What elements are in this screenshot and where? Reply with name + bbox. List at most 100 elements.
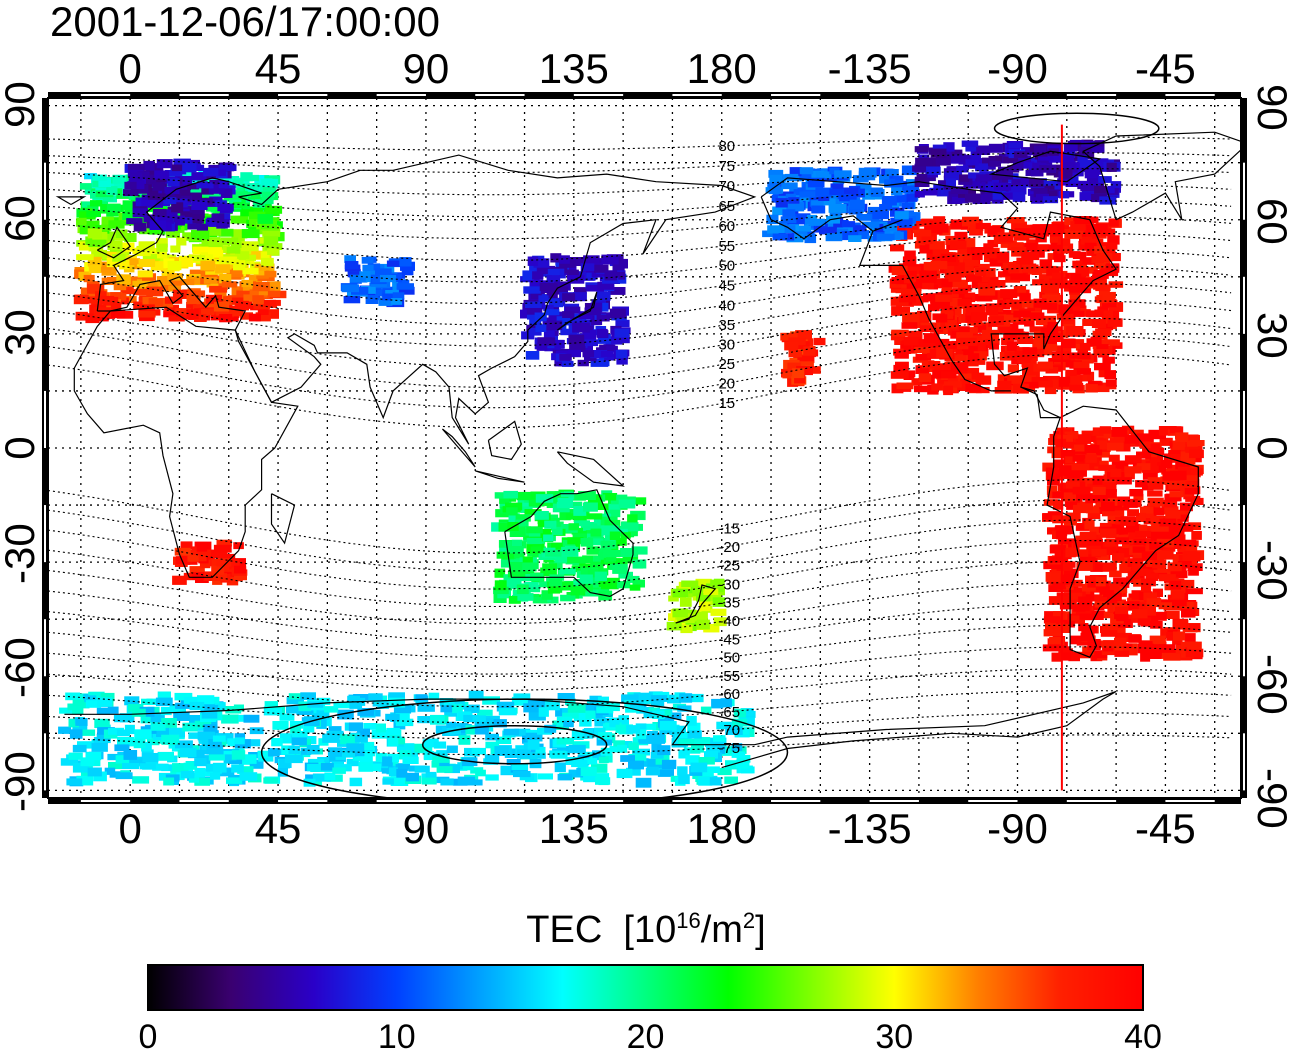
tec-pixel xyxy=(957,245,972,255)
tec-pixel xyxy=(894,337,905,345)
tec-pixel xyxy=(983,193,1002,202)
tec-pixel xyxy=(1063,142,1078,152)
tec-pixel xyxy=(997,299,1010,310)
tec-pixel xyxy=(985,184,1002,193)
tec-pixel xyxy=(440,778,454,786)
tec-pixel xyxy=(1071,444,1085,452)
tec-pixel xyxy=(807,177,825,188)
tec-pixel xyxy=(582,350,595,358)
tec-pixel xyxy=(539,581,554,588)
tec-pixel xyxy=(1007,364,1019,373)
tec-pixel xyxy=(678,774,690,785)
tec-pixel xyxy=(1078,146,1092,156)
tec-pixel xyxy=(1065,369,1077,377)
contour-label: 60 xyxy=(718,218,735,235)
tec-pixel xyxy=(1024,242,1038,252)
tec-pixel xyxy=(1043,629,1062,637)
tec-pixel xyxy=(620,755,635,762)
tec-pixel xyxy=(703,588,719,595)
tec-pixel xyxy=(950,149,963,159)
tec-pixel xyxy=(186,295,201,305)
tec-pixel xyxy=(583,775,596,783)
tec-pixel xyxy=(108,220,125,229)
tec-pixel xyxy=(1036,193,1049,203)
tec-pixel xyxy=(498,708,517,716)
tec-pixel xyxy=(1084,141,1096,151)
tec-pixel xyxy=(1080,236,1092,245)
tec-pixel xyxy=(1030,168,1044,177)
tec-pixel xyxy=(687,730,702,739)
tec-pixel xyxy=(609,308,626,319)
tec-pixel xyxy=(85,313,100,324)
tec-pixel xyxy=(119,259,130,270)
tec-pixel xyxy=(1065,547,1076,558)
tec-pixel xyxy=(123,189,139,197)
tec-pixel xyxy=(81,201,97,208)
coastline xyxy=(760,177,1199,658)
tec-pixel xyxy=(913,228,932,238)
tec-pixel xyxy=(87,284,105,294)
tec-pixel xyxy=(1101,298,1117,308)
tec-pixel xyxy=(529,317,542,326)
tec-pixel xyxy=(511,539,523,547)
tec-pixel xyxy=(965,306,983,316)
tec-pixel xyxy=(1103,482,1117,490)
tec-pixel xyxy=(569,342,586,353)
tec-pixel xyxy=(1076,639,1089,646)
contour-line xyxy=(48,266,1232,326)
tec-pixel xyxy=(1158,574,1176,582)
tec-pixel xyxy=(254,263,270,271)
tec-pixel xyxy=(1189,468,1203,476)
tec-pixel xyxy=(524,301,542,308)
tec-pixel xyxy=(189,775,199,783)
tec-pixel xyxy=(1080,185,1095,192)
tec-pixel xyxy=(986,361,1004,371)
tec-pixel xyxy=(941,278,954,288)
tec-pixel xyxy=(906,193,918,202)
tec-pixel xyxy=(1021,251,1040,261)
tec-pixel xyxy=(529,711,540,719)
tec-pixel xyxy=(1140,652,1151,662)
lon-tick-bottom: 180 xyxy=(686,805,757,852)
tec-pixel xyxy=(129,261,143,270)
tec-pixel xyxy=(1156,550,1174,560)
tec-pixel xyxy=(1165,493,1182,502)
tec-pixel xyxy=(912,299,924,306)
lon-tick-bottom: 135 xyxy=(538,805,609,852)
tec-pixel xyxy=(1039,315,1056,326)
tec-pixel xyxy=(93,307,111,318)
contour-labels: 8075706560555045403530252015-15-20-25-30… xyxy=(718,138,740,757)
tec-pixel xyxy=(1112,553,1125,561)
tec-pixel xyxy=(565,513,584,520)
tec-pixel xyxy=(522,270,534,280)
tec-pixel xyxy=(131,708,146,717)
tec-pixel xyxy=(1045,296,1063,305)
tec-pixel xyxy=(560,594,576,602)
tec-pixel xyxy=(341,284,359,293)
tec-pixel xyxy=(685,755,700,765)
tec-pixel xyxy=(1176,451,1190,461)
tec-pixel xyxy=(813,337,826,346)
tec-pixel xyxy=(321,716,332,727)
tec-pixel xyxy=(199,560,211,569)
tec-pixel xyxy=(352,754,367,761)
tec-pixel xyxy=(127,163,145,170)
tec-pixel xyxy=(596,707,614,714)
tec-pixel xyxy=(1136,451,1152,459)
contour-label: -50 xyxy=(718,650,740,667)
tec-pixel xyxy=(1021,300,1039,308)
tec-pixel xyxy=(1087,641,1101,651)
contour-line xyxy=(48,581,1232,642)
tec-pixel xyxy=(945,178,956,187)
tec-pixel xyxy=(538,528,552,536)
tec-pixel xyxy=(1139,441,1151,449)
lon-tick-top: -135 xyxy=(827,45,912,92)
coastline xyxy=(475,470,525,483)
tec-pixel xyxy=(1011,179,1024,187)
tec-pixel xyxy=(973,344,986,353)
tec-pixel xyxy=(837,224,853,233)
tec-pixel xyxy=(651,742,662,753)
tec-pixel xyxy=(201,710,218,719)
tec-pixel xyxy=(337,709,354,720)
